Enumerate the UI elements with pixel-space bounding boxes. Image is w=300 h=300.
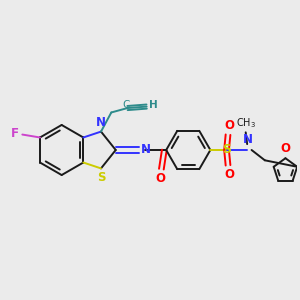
Text: CH$_3$: CH$_3$ [236,116,256,130]
Text: N: N [96,116,106,129]
Text: S: S [222,143,231,157]
Text: O: O [280,142,290,155]
Text: O: O [155,172,165,185]
Text: H: H [149,100,158,110]
Text: N: N [243,134,253,146]
Text: C: C [122,100,130,110]
Text: F: F [11,128,19,140]
Text: O: O [224,168,235,181]
Text: N: N [141,143,151,156]
Text: S: S [97,171,105,184]
Text: O: O [224,119,235,132]
